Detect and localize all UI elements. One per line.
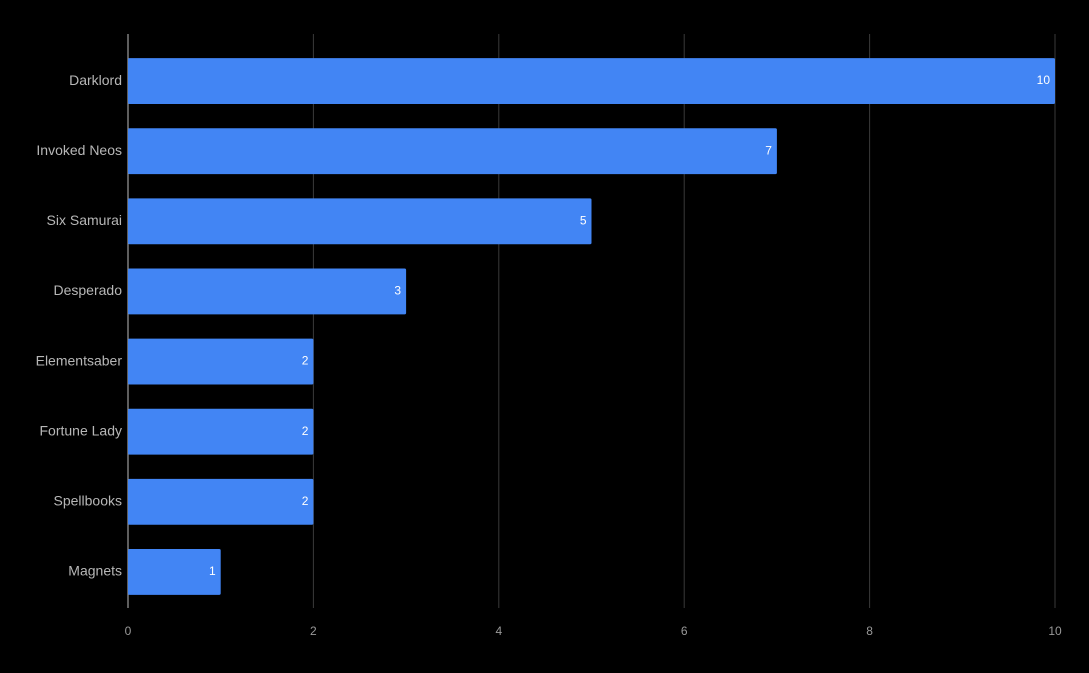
x-tick-label: 2 — [310, 624, 317, 638]
bar — [128, 408, 314, 455]
value-label: 2 — [302, 424, 309, 438]
x-tick-label: 6 — [681, 624, 688, 638]
y-tick-label: Elementsaber — [36, 352, 123, 368]
x-tick-label: 8 — [866, 624, 873, 638]
value-label: 5 — [580, 213, 587, 227]
bar — [128, 128, 777, 175]
value-label: 10 — [1037, 73, 1051, 87]
value-label: 1 — [209, 564, 216, 578]
y-tick-label: Invoked Neos — [36, 142, 122, 158]
y-tick-label: Spellbooks — [54, 493, 123, 509]
bar — [128, 478, 314, 525]
bar — [128, 198, 592, 245]
bar — [128, 58, 1055, 105]
bar — [128, 548, 221, 595]
y-tick-label: Desperado — [54, 282, 123, 298]
bar — [128, 338, 314, 385]
value-label: 2 — [302, 494, 309, 508]
value-label: 3 — [394, 284, 401, 298]
x-tick-label: 4 — [495, 624, 502, 638]
x-tick-label: 0 — [125, 624, 132, 638]
value-label: 2 — [302, 354, 309, 368]
value-label: 7 — [765, 143, 772, 157]
y-tick-label: Darklord — [69, 72, 122, 88]
y-tick-label: Six Samurai — [47, 212, 122, 228]
bar — [128, 268, 407, 315]
x-tick-label: 10 — [1048, 624, 1062, 638]
y-tick-label: Magnets — [68, 563, 122, 579]
y-tick-label: Fortune Lady — [40, 422, 123, 438]
